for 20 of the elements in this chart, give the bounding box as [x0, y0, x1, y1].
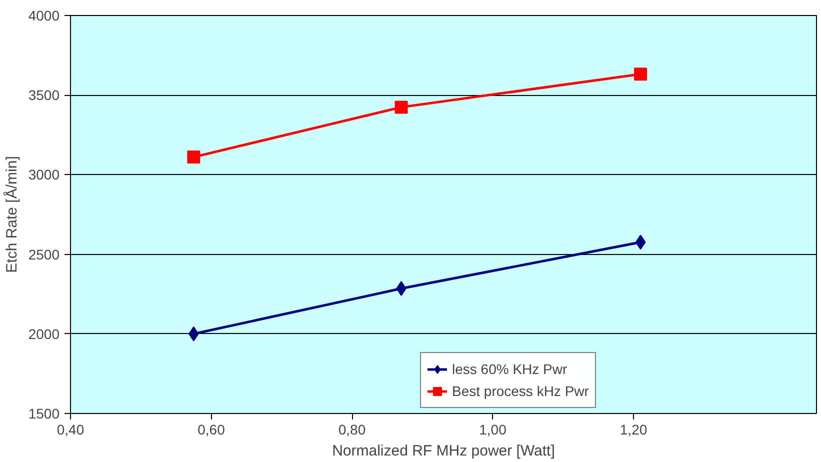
x-axis-title: Normalized RF MHz power [Watt]: [332, 442, 555, 460]
y-tick-label: 3000: [28, 166, 60, 183]
y-tick-label: 2000: [28, 326, 60, 342]
y-tick-label: 4000: [28, 8, 60, 24]
point: [188, 326, 199, 342]
point: [634, 68, 648, 81]
point: [394, 100, 408, 114]
y-tick-label: 2500: [28, 246, 60, 262]
point: [187, 150, 200, 164]
point: [635, 234, 646, 250]
y-tick-label: 3500: [28, 87, 60, 104]
y-axis-title: Etch Rate [Å/min]: [2, 156, 20, 273]
x-tick-label: 1,00: [479, 422, 507, 438]
x-tick-label: 1,20: [620, 422, 648, 438]
x-tick-label: 0,80: [338, 422, 366, 438]
x-tick-label: 0,60: [198, 422, 226, 438]
x-tick-label: 0,40: [56, 422, 84, 438]
legend-label: Best process kHz Pwr: [452, 383, 589, 399]
legend-label: less 60% KHz Pwr: [452, 361, 568, 377]
y-tick-label: 1500: [28, 406, 60, 422]
